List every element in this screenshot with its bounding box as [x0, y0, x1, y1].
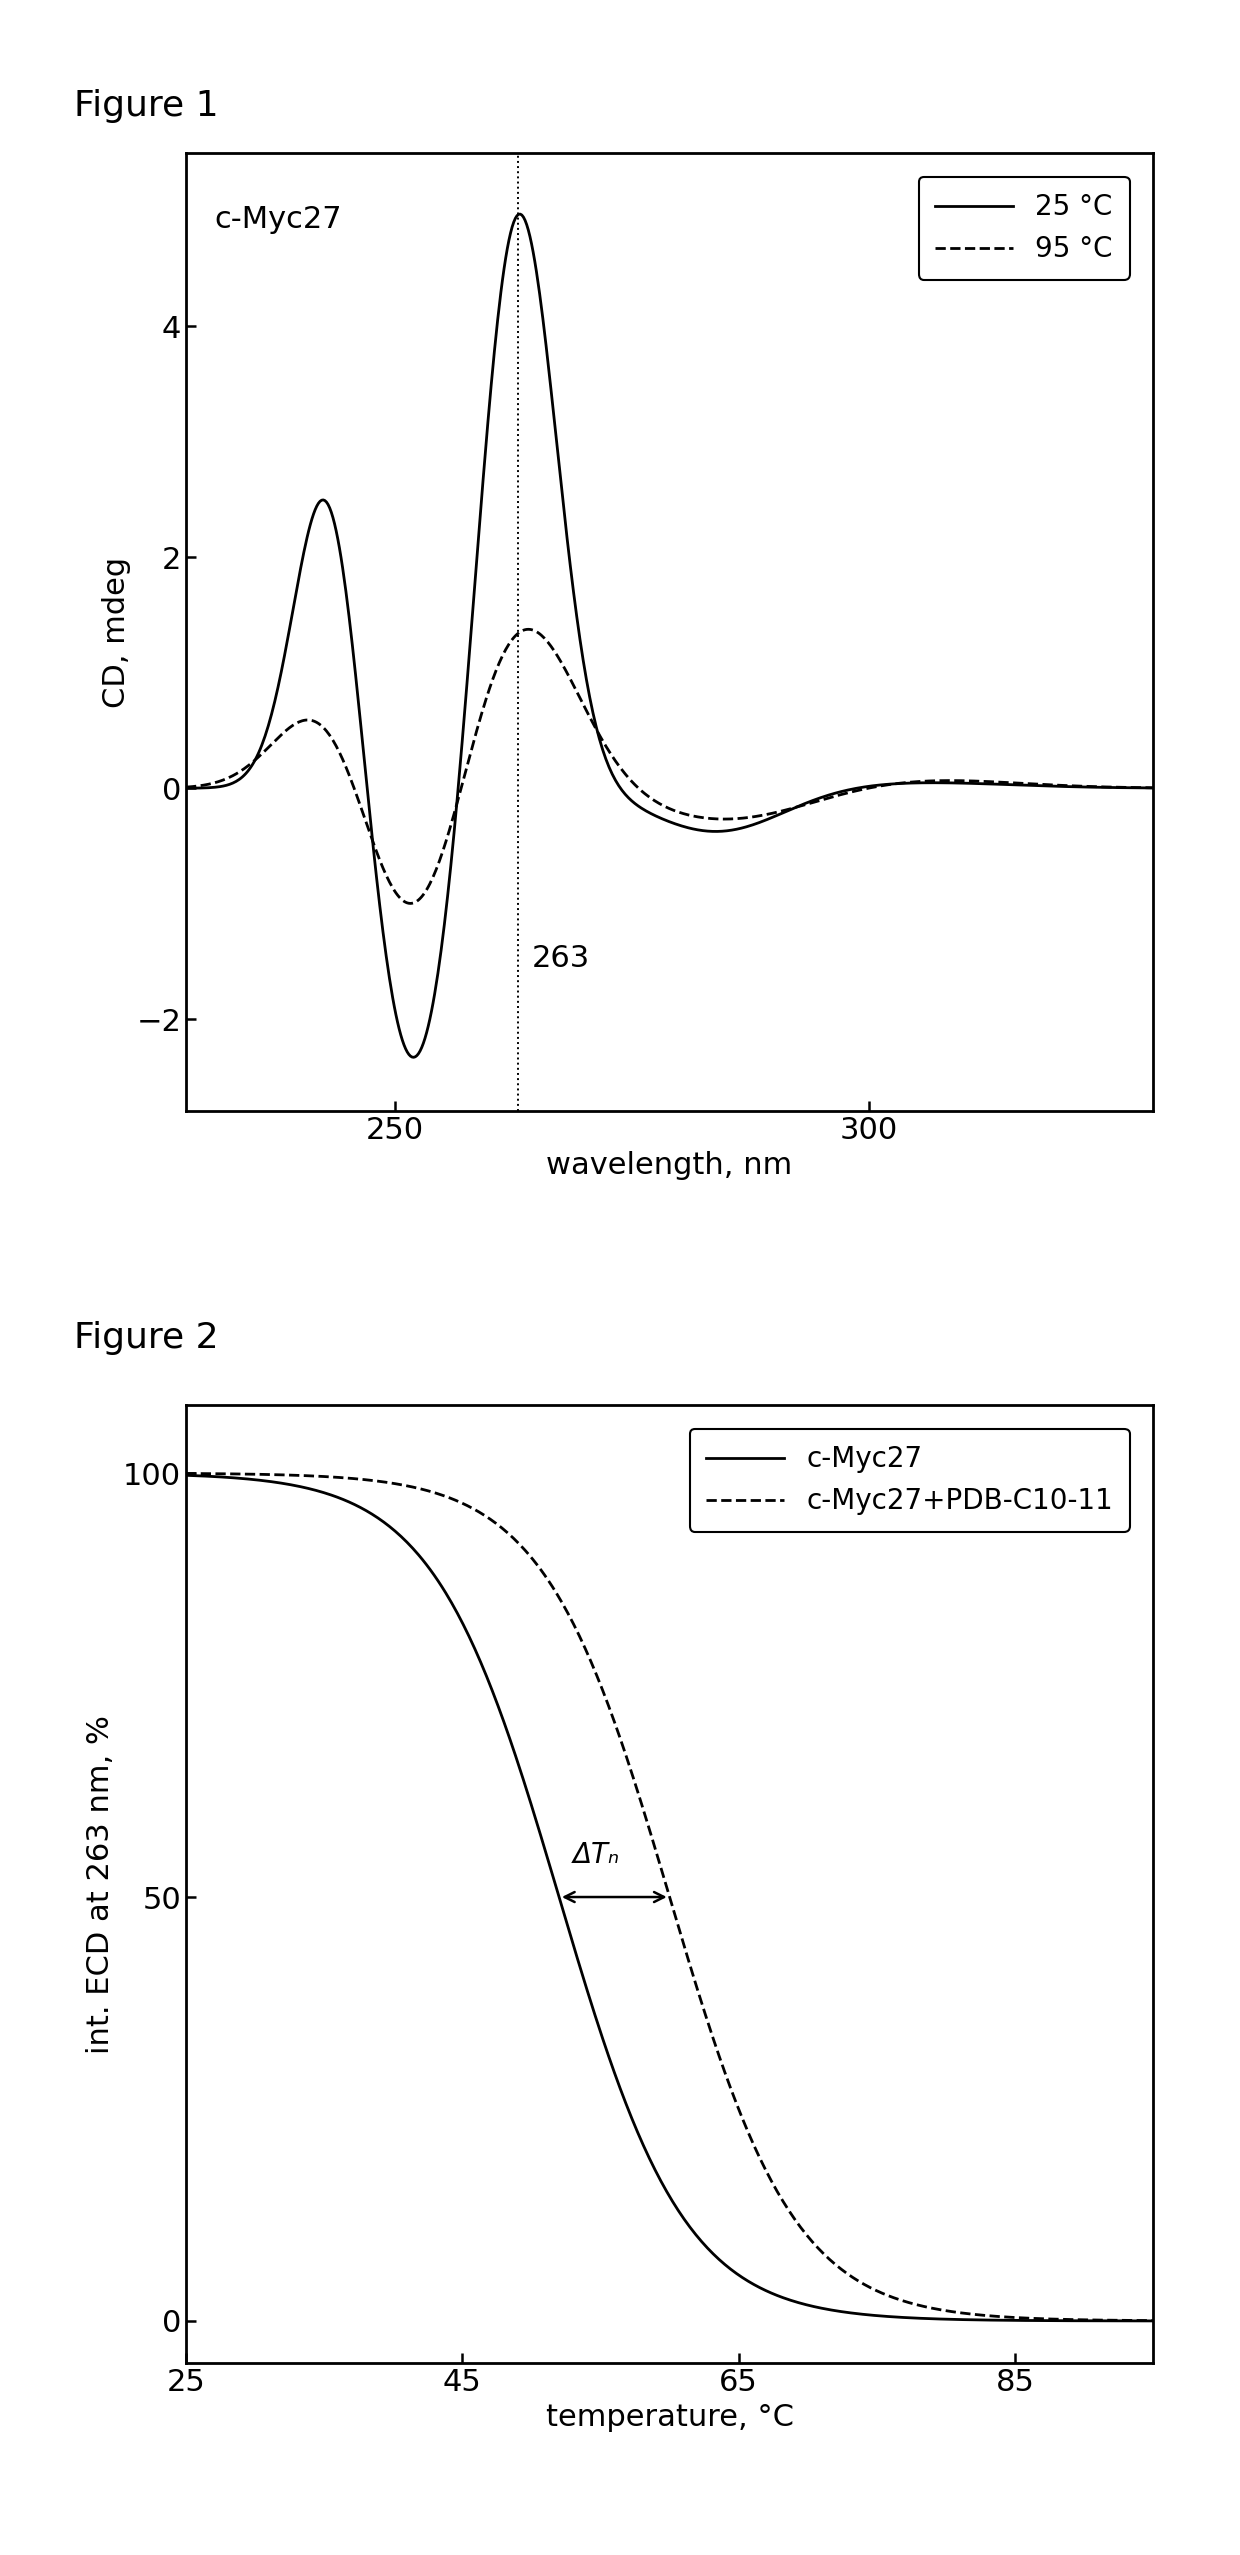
- 95 °C: [403, 889, 418, 920]
- Legend: 25 °C, 95 °C: 25 °C, 95 °C: [919, 176, 1130, 281]
- 95 °C: [1146, 772, 1161, 802]
- c-Myc27+PDB-C10-11: [971, 2300, 986, 2330]
- 25 °C: [619, 782, 634, 812]
- c-Myc27+PDB-C10-11: [637, 1801, 652, 1832]
- 95 °C: [350, 782, 365, 812]
- 25 °C: [429, 968, 444, 999]
- Text: c-Myc27: c-Myc27: [215, 204, 342, 235]
- Text: Figure 2: Figure 2: [74, 1321, 219, 1354]
- 25 °C: [513, 199, 528, 230]
- c-Myc27+PDB-C10-11: [179, 1459, 193, 1490]
- c-Myc27: [1146, 2305, 1161, 2335]
- Line: 95 °C: 95 °C: [186, 629, 1153, 904]
- 95 °C: [827, 782, 842, 812]
- X-axis label: temperature, °C: temperature, °C: [546, 2402, 794, 2432]
- c-Myc27+PDB-C10-11: [702, 2011, 717, 2041]
- 25 °C: [350, 675, 365, 705]
- 25 °C: [910, 766, 925, 797]
- Y-axis label: CD, mdeg: CD, mdeg: [102, 557, 130, 708]
- c-Myc27: [754, 2274, 769, 2305]
- 95 °C: [910, 766, 925, 797]
- c-Myc27: [1122, 2305, 1137, 2335]
- c-Myc27: [702, 2236, 717, 2266]
- 95 °C: [751, 800, 766, 830]
- c-Myc27: [179, 1459, 193, 1490]
- X-axis label: wavelength, nm: wavelength, nm: [547, 1150, 792, 1180]
- 95 °C: [429, 853, 444, 884]
- 95 °C: [521, 613, 536, 644]
- Y-axis label: int. ECD at 263 nm, %: int. ECD at 263 nm, %: [86, 1714, 114, 2054]
- 25 °C: [827, 777, 842, 807]
- c-Myc27+PDB-C10-11: [754, 2146, 769, 2177]
- c-Myc27+PDB-C10-11: [644, 1819, 658, 1850]
- c-Myc27+PDB-C10-11: [1146, 2305, 1161, 2335]
- Line: c-Myc27+PDB-C10-11: c-Myc27+PDB-C10-11: [186, 1474, 1153, 2320]
- 25 °C: [407, 1042, 422, 1073]
- 25 °C: [179, 772, 193, 802]
- c-Myc27: [644, 2146, 658, 2177]
- Legend: c-Myc27, c-Myc27+PDB-C10-11: c-Myc27, c-Myc27+PDB-C10-11: [689, 1428, 1130, 1533]
- c-Myc27: [971, 2305, 986, 2335]
- 25 °C: [1146, 772, 1161, 802]
- 25 °C: [751, 807, 766, 838]
- 95 °C: [179, 772, 193, 802]
- c-Myc27: [637, 2133, 652, 2164]
- c-Myc27+PDB-C10-11: [1122, 2305, 1137, 2335]
- Text: 263: 263: [532, 945, 590, 973]
- Line: 25 °C: 25 °C: [186, 215, 1153, 1058]
- 95 °C: [619, 761, 634, 792]
- Text: ΔTₙ: ΔTₙ: [573, 1842, 620, 1870]
- Text: Figure 1: Figure 1: [74, 89, 219, 123]
- Line: c-Myc27: c-Myc27: [186, 1474, 1153, 2320]
